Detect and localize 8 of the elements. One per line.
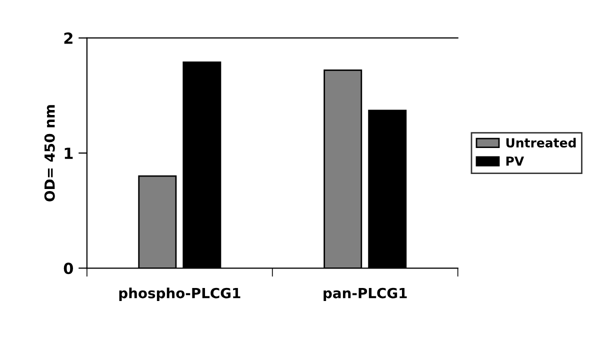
x-tick-label: pan-PLCG1 — [324, 288, 407, 302]
y-tick-label: 2 — [64, 32, 72, 44]
legend-label: Untreated — [506, 138, 576, 148]
x-tick-label: phospho-PLCG1 — [119, 288, 240, 302]
y-axis-title: OD= 450 nm — [44, 105, 55, 202]
y-tick-label: 0 — [64, 262, 74, 274]
y-tick-label: 1 — [64, 148, 73, 159]
legend-label: PV — [506, 156, 524, 166]
